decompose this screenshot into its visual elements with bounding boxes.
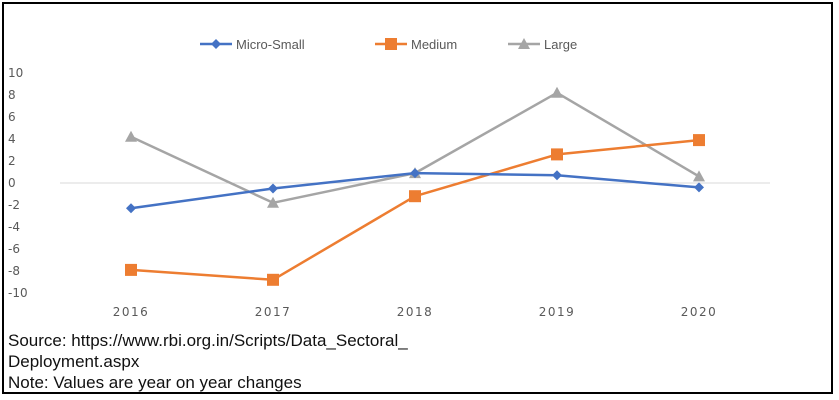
- data-point: [552, 170, 562, 181]
- data-point: [125, 263, 137, 276]
- series-micro-small: [126, 168, 704, 214]
- legend-item: Large: [508, 37, 577, 52]
- legend-label: Large: [544, 37, 577, 52]
- legend-label: Medium: [411, 37, 457, 52]
- y-tick-label: -10: [8, 286, 28, 300]
- data-point: [267, 273, 279, 286]
- x-tick-label: 2020: [681, 305, 718, 319]
- data-point: [693, 170, 705, 182]
- y-tick-label: 6: [8, 110, 16, 124]
- y-tick-label: -4: [8, 220, 20, 234]
- data-point: [409, 190, 421, 203]
- series-line: [130, 138, 700, 282]
- plot-area: [125, 86, 705, 286]
- data-point: [694, 182, 704, 193]
- x-axis: 2016 2017 2018 2019 2020: [113, 305, 718, 319]
- legend-marker: [211, 39, 221, 49]
- legend-marker: [385, 38, 397, 50]
- data-point: [551, 148, 563, 161]
- legend-item: Micro-Small: [200, 37, 305, 52]
- y-tick-label: 0: [8, 176, 16, 190]
- data-point: [551, 86, 563, 98]
- y-tick-label: -2: [8, 198, 20, 212]
- y-tick-label: 4: [8, 132, 16, 146]
- data-point: [126, 203, 136, 214]
- data-point: [693, 134, 705, 147]
- x-tick-label: 2019: [539, 305, 576, 319]
- chart-notes: Source: https://www.rbi.org.in/Scripts/D…: [8, 330, 408, 393]
- data-point: [268, 183, 278, 194]
- legend-item: Medium: [375, 37, 457, 52]
- y-tick-label: 10: [8, 66, 23, 80]
- chart-legend: Micro-Small Medium Large: [200, 37, 577, 52]
- x-tick-label: 2017: [255, 305, 292, 319]
- source-line-2: Deployment.aspx: [8, 352, 140, 371]
- source-line-1: Source: https://www.rbi.org.in/Scripts/D…: [8, 331, 408, 350]
- y-tick-label: -6: [8, 242, 20, 256]
- y-tick-label: -8: [8, 264, 20, 278]
- data-point: [125, 130, 137, 142]
- data-point: [410, 168, 420, 179]
- legend-marker: [518, 38, 530, 49]
- legend-label: Micro-Small: [236, 37, 305, 52]
- series-medium: [125, 134, 705, 286]
- y-tick-label: 8: [8, 88, 16, 102]
- y-tick-label: 2: [8, 154, 16, 168]
- x-tick-label: 2018: [397, 305, 434, 319]
- x-tick-label: 2016: [113, 305, 150, 319]
- note-line: Note: Values are year on year changes: [8, 373, 302, 392]
- data-point: [267, 196, 279, 208]
- line-chart: Micro-Small Medium Large 10 8 6 4 2 0 -2 -4 -6 -8 -1…: [8, 37, 770, 319]
